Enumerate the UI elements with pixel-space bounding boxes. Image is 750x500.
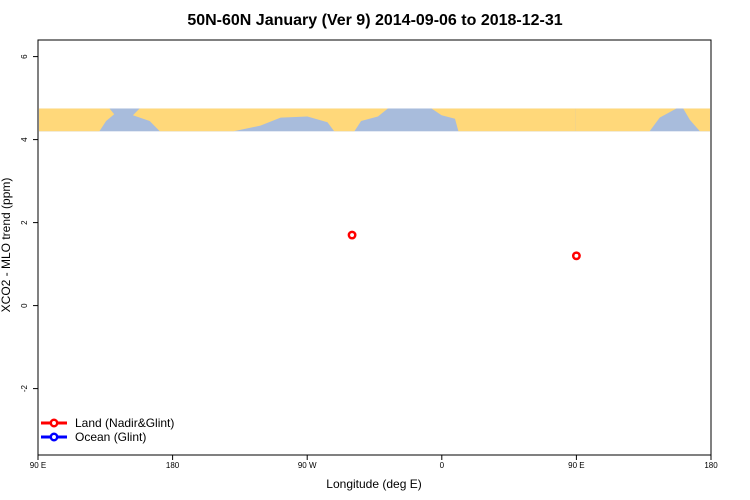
x-tick-label: 180 xyxy=(704,461,718,470)
legend-marker xyxy=(49,418,59,428)
y-axis-label: XCO2 - MLO trend (ppm) xyxy=(0,178,13,313)
data-point xyxy=(571,251,581,261)
legend-marker xyxy=(49,432,59,442)
y-tick-label: 6 xyxy=(20,54,29,59)
y-tick-label: 2 xyxy=(20,220,29,225)
legend-label: Ocean (Glint) xyxy=(75,430,146,444)
y-tick-label: 4 xyxy=(20,137,29,142)
x-tick-label: 90 W xyxy=(298,461,317,470)
data-point xyxy=(347,230,357,240)
y-tick-label: -2 xyxy=(20,384,29,392)
legend-label: Land (Nadir&Glint) xyxy=(75,416,174,430)
land-mass xyxy=(431,108,576,132)
land-mass xyxy=(575,108,677,132)
legend: Land (Nadir&Glint)Ocean (Glint) xyxy=(41,416,174,444)
x-tick-label: 0 xyxy=(440,461,445,470)
map-strip-land xyxy=(39,108,710,132)
x-tick-label: 90 E xyxy=(568,461,584,470)
y-axis: -2 0 2 4 6 xyxy=(20,54,38,392)
x-axis-label: Longitude (deg E) xyxy=(326,477,421,491)
x-tick-label: 90 E xyxy=(30,461,46,470)
land-mass xyxy=(132,108,388,132)
y-tick-label: 0 xyxy=(20,303,29,308)
x-axis: 90 E 180 90 W 0 90 E 180 xyxy=(30,455,718,470)
data-points xyxy=(347,230,581,261)
chart-title: 50N-60N January (Ver 9) 2014-09-06 to 20… xyxy=(187,12,562,29)
plot-frame xyxy=(37,39,712,456)
map-strip xyxy=(39,108,710,132)
x-tick-label: 180 xyxy=(166,461,180,470)
land-mass xyxy=(39,108,115,132)
land-mass xyxy=(683,108,710,132)
